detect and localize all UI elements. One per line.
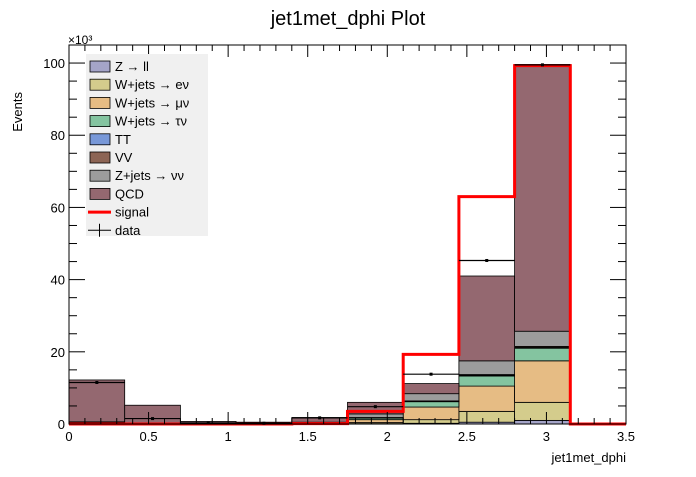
axes: 0 0.5 1 1.5 2 2.5 3 3.5 0 20 40 60 80 100 — [43, 44, 635, 444]
bar-6-bin-7 — [458, 360, 515, 375]
bar-6-bin-6 — [402, 393, 460, 402]
bar-6-bin-8 — [514, 330, 571, 347]
data-point-2 — [206, 421, 210, 425]
legend-signal-label: signal — [115, 205, 149, 220]
legend-swatch-1 — [89, 78, 111, 91]
bar-3-bin-7 — [458, 375, 515, 387]
plot-frame — [68, 44, 627, 425]
legend-swatch-3 — [89, 115, 111, 127]
legend-label-1: W+jets → eν — [115, 77, 189, 92]
x-tick-label-2: 1 — [225, 429, 232, 444]
x-tick-label-7: 3.5 — [617, 429, 635, 444]
bar-3-bin-8 — [514, 347, 571, 362]
y-tick-label-5: 100 — [43, 56, 65, 71]
data-point-5 — [373, 405, 377, 409]
y-tick-label-4: 80 — [51, 128, 65, 143]
data-point-7 — [485, 258, 489, 262]
data-point-3 — [262, 421, 266, 425]
y-axis-label: Events — [10, 92, 25, 132]
bar-2-bin-8 — [514, 360, 571, 403]
y-tick-label-1: 20 — [51, 345, 65, 360]
data-point-1 — [151, 417, 155, 421]
legend-label-3: W+jets → τν — [115, 114, 187, 129]
legend-swatch-0 — [89, 60, 111, 73]
x-axis-label: jet1met_dphi — [551, 450, 627, 465]
data-point-8 — [540, 63, 544, 67]
legend-swatch-7 — [89, 187, 111, 200]
y-tick-label-3: 60 — [51, 200, 65, 215]
legend-label-7: QCD — [115, 186, 144, 201]
y-tick-label-2: 40 — [51, 273, 65, 288]
x-tick-label-0: 0 — [65, 429, 72, 444]
x-tick-label-4: 2 — [384, 429, 391, 444]
bar-7-bin-7 — [458, 275, 515, 362]
legend-swatch-2 — [89, 97, 111, 109]
x-tick-label-5: 2.5 — [458, 429, 476, 444]
bar-7-bin-6 — [402, 383, 460, 395]
plot-area — [68, 63, 626, 426]
legend-label-2: W+jets → μν — [115, 95, 189, 110]
bar-7-bin-0 — [68, 379, 126, 423]
legend-label-0: Z → ll — [115, 59, 149, 74]
data-point-6 — [429, 372, 433, 376]
x-tick-label-6: 3 — [543, 429, 550, 444]
x-tick-label-3: 1.5 — [299, 429, 317, 444]
data-point-4 — [318, 416, 322, 420]
legend-label-4: TT — [115, 132, 131, 147]
bar-7-bin-8 — [514, 64, 571, 332]
data-point-0 — [95, 380, 99, 384]
bar-2-bin-7 — [458, 385, 515, 412]
bar-6-bin-5 — [347, 413, 404, 418]
legend: Z → ll W+jets → eν W+jets → μν W+jets → τν T… — [86, 54, 208, 238]
legend-label-6: Z+jets → νν — [115, 168, 184, 183]
chart-title: jet1met_dphi Plot — [270, 8, 426, 30]
legend-data-label: data — [115, 223, 141, 238]
legend-swatch-4 — [89, 133, 111, 146]
bar-1-bin-8 — [514, 401, 571, 421]
legend-swatch-5 — [89, 151, 111, 164]
legend-swatch-6 — [89, 169, 111, 182]
bar-3-bin-6 — [402, 401, 460, 408]
x-tick-label-1: 0.5 — [140, 429, 158, 444]
y-tick-label-0: 0 — [58, 417, 65, 432]
legend-label-5: VV — [115, 150, 133, 165]
y-axis-multiplier: ×10³ — [68, 33, 92, 47]
bar-2-bin-6 — [402, 406, 460, 421]
